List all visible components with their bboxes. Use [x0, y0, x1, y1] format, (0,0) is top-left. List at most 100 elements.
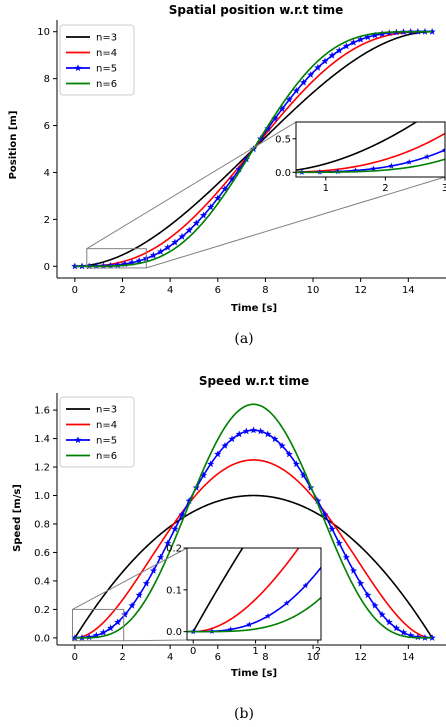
x-tick-label: 6 — [215, 652, 221, 663]
series-n=5-point — [257, 427, 265, 435]
x-tick-label: 12 — [354, 652, 367, 663]
zoom-region-box — [71, 608, 125, 642]
series-n=5-point — [264, 430, 272, 438]
inset-series-n=5-point — [302, 582, 309, 589]
inset-y-tick-label: 0.5 — [275, 134, 291, 145]
x-tick-label: 2 — [119, 285, 125, 296]
series-n=5-point — [285, 450, 293, 458]
y-tick-label: 4 — [44, 168, 50, 179]
series-n=5-point — [349, 566, 358, 574]
x-tick-label: 0 — [72, 652, 78, 663]
series-n=5-point — [357, 579, 365, 587]
series-n=5-point — [221, 185, 229, 193]
chart-b-title: Speed w.r.t time — [199, 374, 309, 388]
series-n=5-point — [235, 430, 243, 438]
series-n=5-point — [249, 426, 258, 434]
y-tick-label: 0.2 — [34, 605, 50, 616]
zoom-region-box — [86, 248, 147, 269]
zoom-connector — [146, 176, 446, 269]
series-n=5-point — [164, 539, 172, 547]
series-n=5-point — [99, 628, 108, 636]
y-tick-label: 8 — [44, 74, 50, 85]
legend-star-marker — [74, 436, 82, 444]
x-tick-label: 8 — [262, 285, 268, 296]
series-n=5-point — [242, 427, 250, 435]
y-tick-label: 6 — [44, 121, 50, 132]
series-n=5-point — [357, 35, 365, 43]
inset-x-tick-label: 2 — [382, 183, 388, 194]
inset-y-tick-label: 0.0 — [275, 168, 291, 179]
legend-label: n=3 — [96, 33, 117, 44]
series-n=5-point — [342, 553, 351, 561]
inset-y-tick-label: 0.1 — [166, 585, 182, 596]
series-n=5-point — [171, 238, 179, 246]
series-n=5-point — [278, 441, 286, 449]
x-tick-label: 12 — [354, 285, 367, 296]
inset-series-n=5-point — [334, 168, 341, 175]
legend-label: n=5 — [96, 436, 117, 447]
legend-label: n=5 — [96, 64, 117, 75]
inset-series-n=4-line — [187, 548, 300, 633]
series-n=5-point — [292, 460, 301, 468]
x-tick-label: 14 — [402, 652, 415, 663]
inset-x-tick-label: 2 — [315, 646, 321, 657]
inset-plot — [187, 548, 321, 635]
x-tick-label: 10 — [307, 285, 320, 296]
y-tick-label: 1.0 — [34, 491, 50, 502]
position-chart: Spatial position w.r.t time Time [s] Pos… — [8, 3, 446, 347]
inset-series-n=5-point — [283, 599, 290, 606]
series-n=5-point — [292, 87, 301, 94]
legend-label: n=6 — [96, 79, 117, 90]
inset-series-n=4-line — [296, 132, 445, 173]
legend-box — [59, 24, 135, 96]
series-n=5-point — [335, 539, 343, 547]
series-n=5-point — [214, 450, 222, 458]
chart-b-caption: (b) — [234, 706, 254, 722]
inset-series-n=5-point — [406, 158, 413, 165]
series-n=5-point — [135, 257, 143, 264]
legend-box — [59, 396, 135, 468]
inset-series-n=5-point — [370, 165, 377, 172]
y-tick-label: 0 — [44, 262, 50, 273]
x-tick-label: 2 — [119, 652, 125, 663]
series-n=5-point — [271, 435, 279, 443]
speed-chart: Speed w.r.t time Time [s] Speed [m/s] (b… — [12, 374, 446, 722]
legend-label: n=6 — [96, 451, 117, 462]
series-n=5-point — [328, 525, 336, 533]
series-n=5-point — [106, 624, 115, 632]
series-n=5-point — [264, 124, 272, 132]
series-n=5-point — [178, 232, 186, 240]
chart-b-legend: n=3 n=4 n=5 n=6 — [59, 396, 135, 468]
inset-y-tick-label: 0.0 — [166, 627, 182, 638]
inset-series-n=3-line — [187, 548, 244, 633]
series-n=5-point — [385, 618, 393, 626]
chart-a-ylabel: Position [m] — [8, 111, 19, 180]
legend-label: n=4 — [96, 48, 117, 59]
series-n=5-point — [364, 33, 372, 41]
series-n=5-point — [85, 633, 93, 641]
y-tick-label: 1.4 — [34, 434, 50, 445]
y-tick-label: 0.8 — [34, 519, 50, 530]
legend-label: n=4 — [96, 420, 117, 431]
series-n=5-point — [164, 243, 172, 251]
series-n=4-line — [74, 459, 433, 639]
x-tick-label: 4 — [167, 652, 173, 663]
y-tick-label: 1.6 — [34, 406, 50, 417]
x-tick-label: 6 — [215, 285, 221, 296]
series-n=6-line-overlay — [74, 403, 433, 639]
inset-series-n=5-point — [246, 621, 253, 628]
series-n=5-point — [228, 435, 236, 443]
series-n=5-point — [321, 57, 329, 65]
x-tick-label: 0 — [72, 285, 78, 296]
chart-b-xlabel: Time [s] — [231, 668, 277, 679]
legend-star-marker — [74, 64, 82, 72]
x-tick-label: 4 — [167, 285, 173, 296]
inset-frame — [186, 547, 322, 641]
zoom-connector — [86, 121, 297, 250]
chart-a-legend: n=3 n=4 n=5 n=6 — [59, 24, 135, 96]
zoom-connector — [72, 547, 188, 610]
inset-series-n=5-point — [388, 162, 395, 169]
x-tick-label: 14 — [402, 285, 415, 296]
inset-x-tick-label: 1 — [323, 183, 329, 194]
